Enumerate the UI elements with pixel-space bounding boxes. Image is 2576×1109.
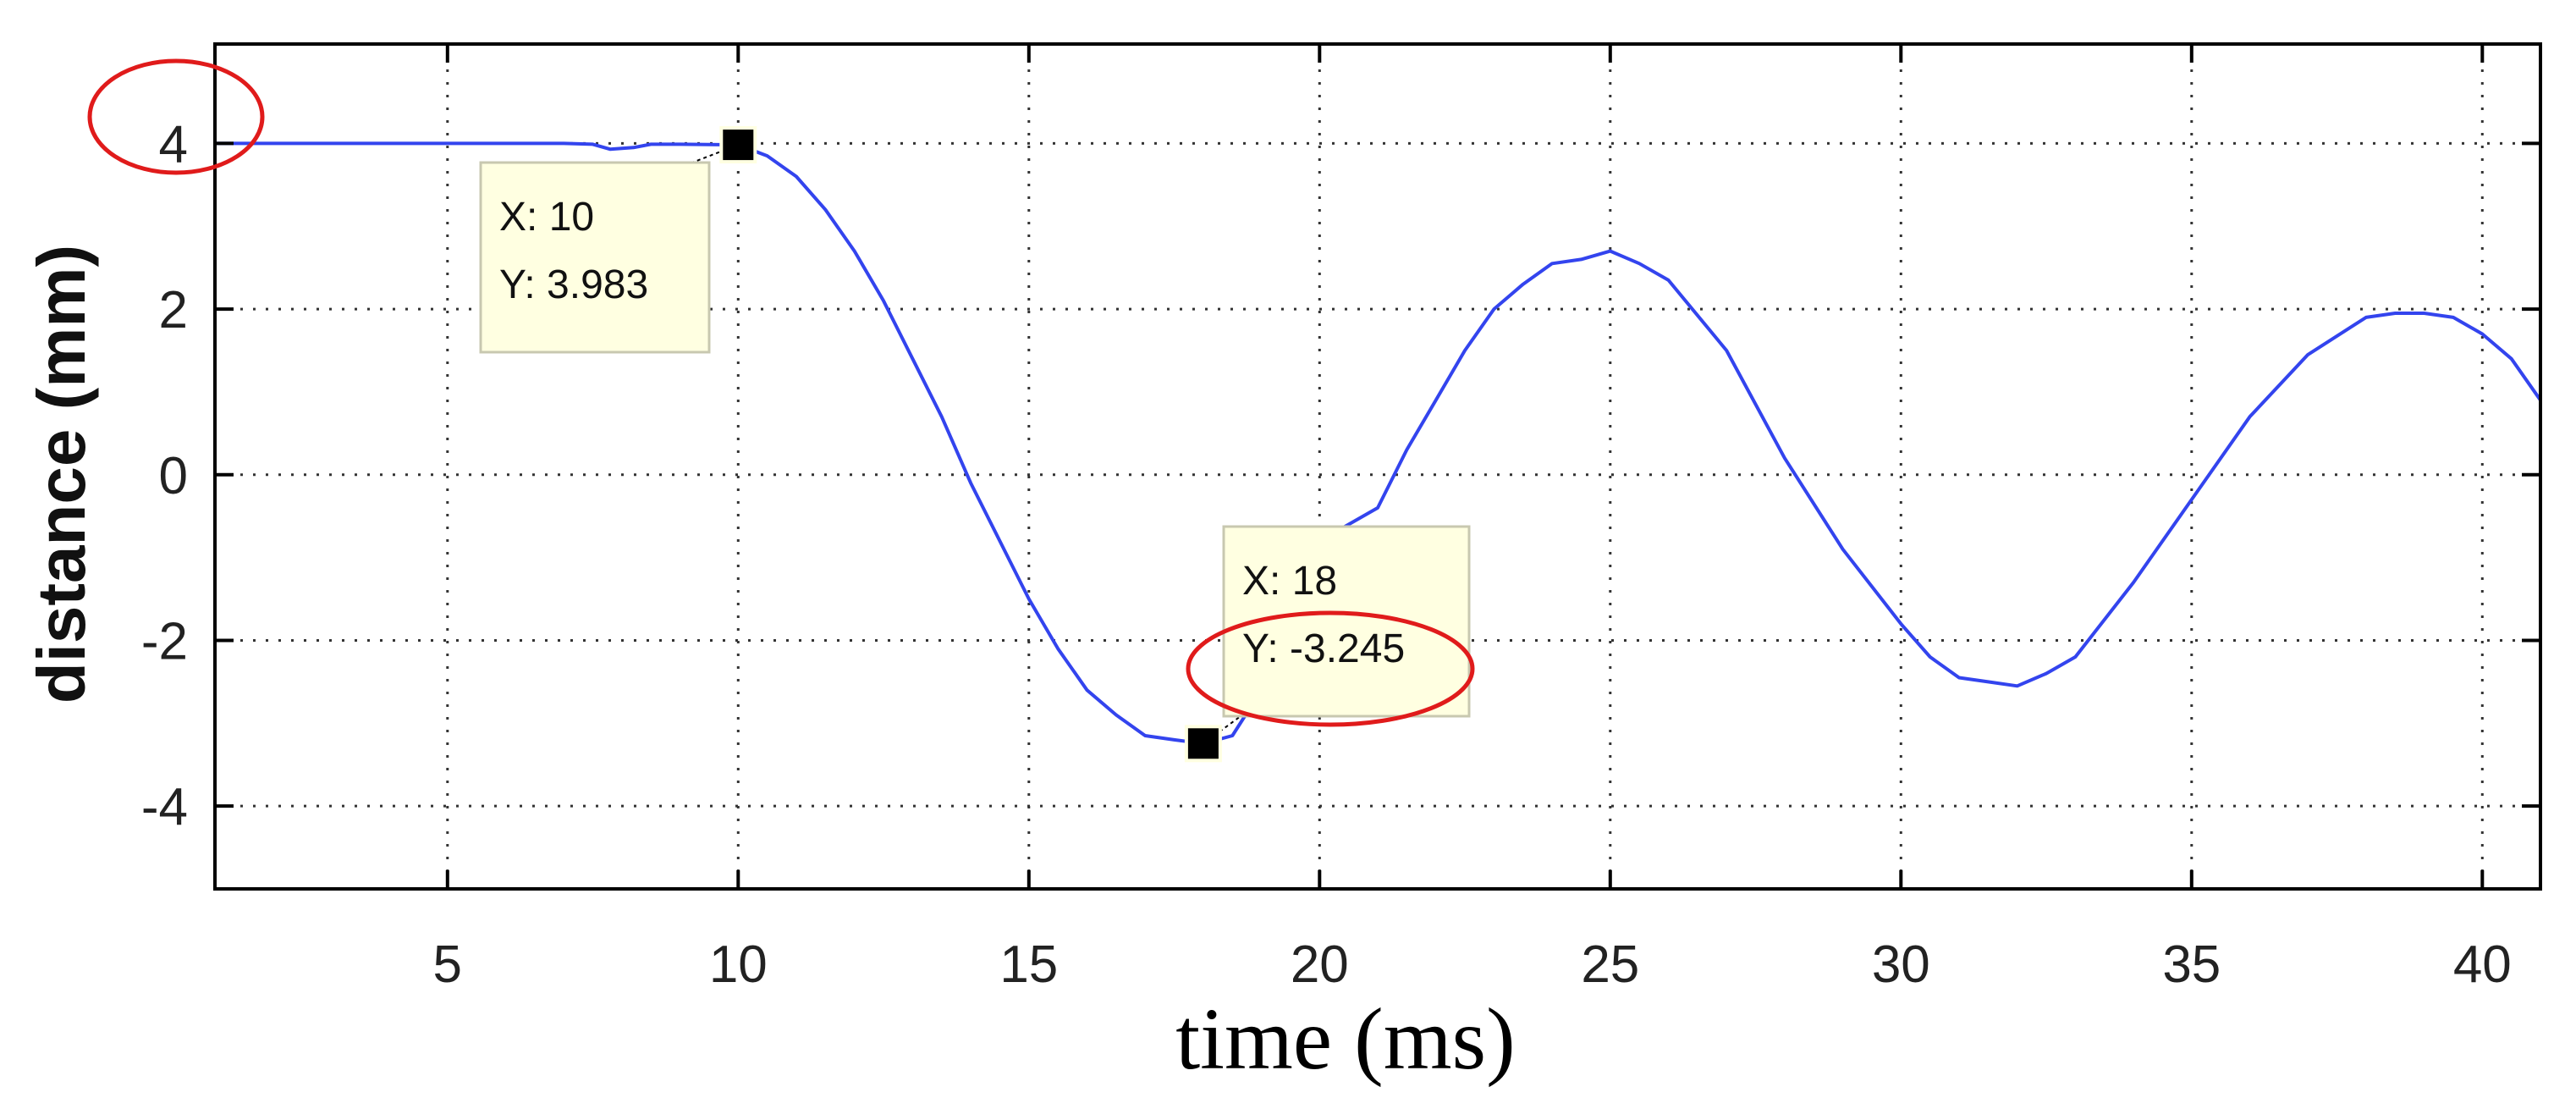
- highlight-annotations: [87, 58, 1475, 727]
- y-tick-labels: 4 2 0 -2 -4: [141, 115, 188, 836]
- y-tick-label: -4: [141, 778, 188, 836]
- x-axis-title: time (ms): [1175, 990, 1515, 1088]
- data-tip-x-label: X: 18: [1242, 559, 1337, 604]
- data-tips: X: 10 Y: 3.983 X: 18 Y: -3.245: [479, 126, 1471, 763]
- y-tick-label: 0: [159, 447, 188, 505]
- data-tip-y-label: Y: 3.983: [499, 262, 648, 307]
- x-tick-label: 40: [2453, 935, 2512, 994]
- grid-lines: [215, 44, 2540, 889]
- x-tick-label: 20: [1291, 935, 1349, 994]
- highlight-ellipse-datatip: [1186, 610, 1475, 727]
- y-axis-title: distance (mm): [24, 245, 99, 703]
- data-tip-box: [479, 161, 711, 354]
- x-tick-labels: 5 10 15 20 25 30 35 40: [433, 935, 2512, 994]
- axis-ticks: [215, 44, 2540, 889]
- plot-frame: [213, 42, 2542, 891]
- data-tip-y-label: Y: -3.245: [1242, 626, 1405, 671]
- data-tip-marker: [719, 126, 757, 164]
- x-tick-label: 35: [2162, 935, 2221, 994]
- x-tick-label: 30: [1872, 935, 1930, 994]
- y-tick-label: 4: [159, 115, 188, 174]
- x-tick-label: 15: [999, 935, 1058, 994]
- data-tip-box: [1222, 525, 1471, 718]
- highlight-ellipse-ytick: [87, 58, 265, 175]
- data-tip-marker: [1184, 725, 1222, 763]
- x-tick-label: 10: [709, 935, 768, 994]
- x-tick-label: 5: [433, 935, 462, 994]
- y-tick-label: -2: [141, 612, 188, 670]
- y-tick-label: 2: [159, 281, 188, 339]
- x-tick-label: 25: [1581, 935, 1639, 994]
- data-tip-x-label: X: 10: [499, 195, 594, 240]
